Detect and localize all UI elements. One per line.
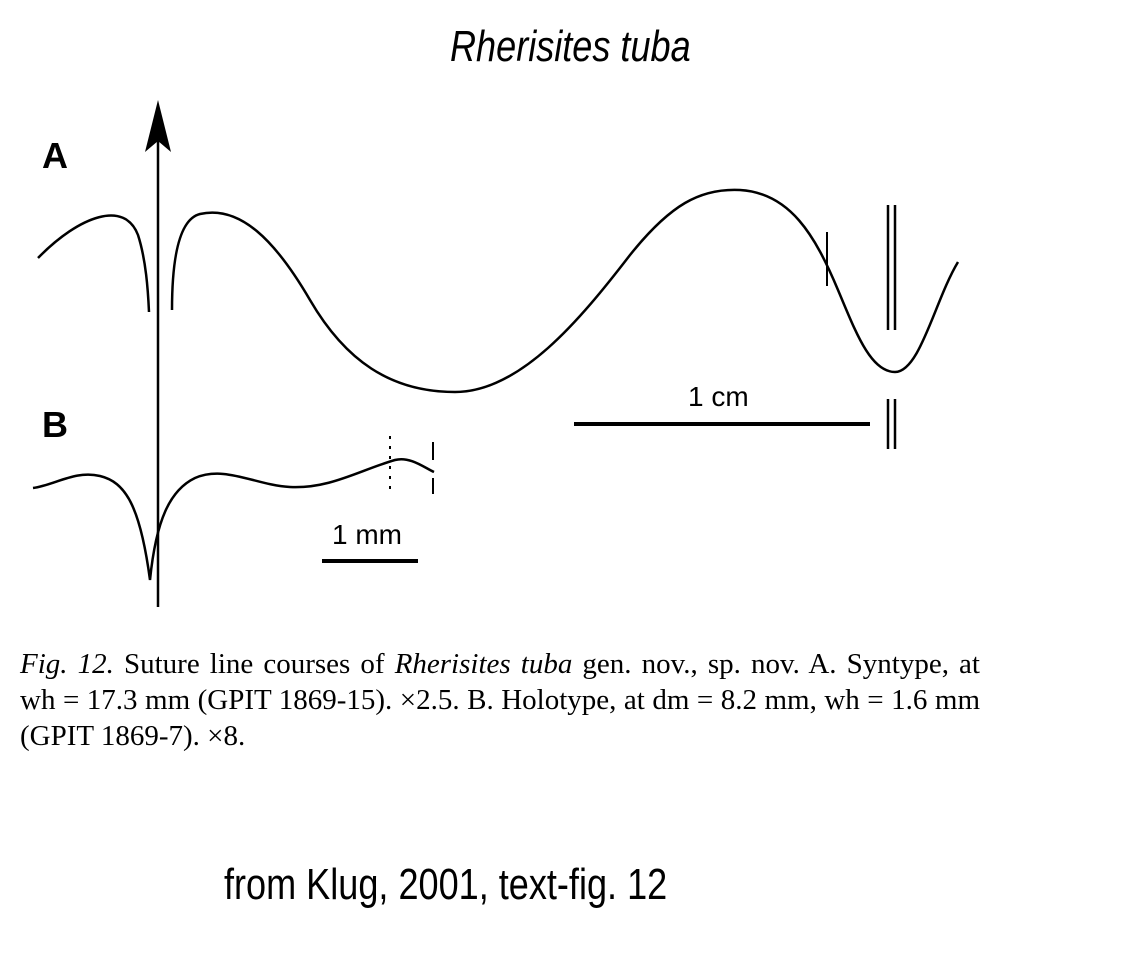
suture-line-a <box>37 188 960 394</box>
caption-taxon: Rherisites tuba <box>394 648 573 680</box>
scale-label-cm: 1 cm <box>688 381 749 412</box>
caption-fig-label: Fig. 12. <box>20 648 114 680</box>
caption-text-2: gen. nov., sp. nov. A. Syntype, at wh = … <box>20 648 980 752</box>
figure-title: Rherisites tuba <box>450 22 691 71</box>
caption-text-1: Suture line courses of <box>113 648 395 680</box>
axis-arrow <box>145 100 171 152</box>
panel-label-b: B <box>42 404 68 445</box>
suture-line-b <box>32 457 435 581</box>
panel-label-a: A <box>42 135 68 176</box>
scale-label-mm: 1 mm <box>332 519 402 550</box>
figure-caption: Fig. 12. Suture line courses of Rherisit… <box>20 646 980 754</box>
source-credit: from Klug, 2001, text-fig. 12 <box>224 860 668 909</box>
